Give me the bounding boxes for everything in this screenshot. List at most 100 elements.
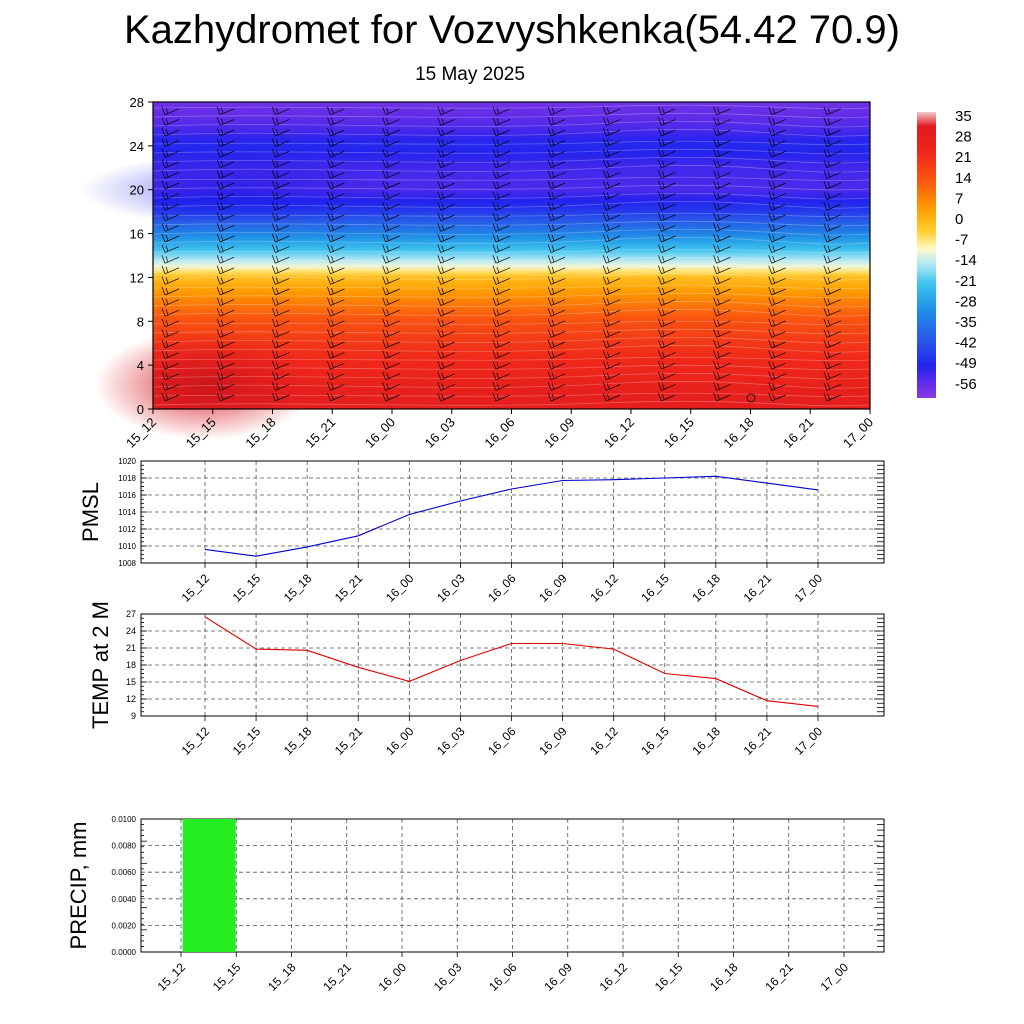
wind-barb-flag <box>827 128 831 136</box>
wind-barb-flag <box>827 107 831 114</box>
wind-barb <box>826 225 841 232</box>
contour-line <box>152 381 871 389</box>
wind-barb-flag <box>331 245 334 252</box>
wind-barb-flag <box>606 319 610 326</box>
wind-barb-flag <box>768 244 773 253</box>
wind-barb <box>771 172 786 179</box>
wind-barb <box>440 256 455 264</box>
wind-barb <box>771 309 786 317</box>
x-tick-label: 16_09 <box>541 415 577 451</box>
wind-barb-flag <box>161 286 166 296</box>
wind-barb-flag <box>386 287 389 295</box>
wind-barb-flag <box>551 192 555 199</box>
wind-barb-flag <box>216 255 221 264</box>
y-tick-label: 24 <box>126 626 136 636</box>
wind-barb-flag <box>717 309 720 316</box>
wind-barb-flag <box>275 160 279 167</box>
wind-barb-flag <box>331 213 334 220</box>
wind-barb-flag <box>606 266 610 273</box>
wind-barb-flag <box>768 361 773 370</box>
wind-barb-flag <box>441 383 445 390</box>
wind-barb-flag <box>827 256 831 263</box>
x-tick-label: 16_09 <box>536 571 570 605</box>
wind-barb-flag <box>606 139 610 146</box>
wind-barb-flag <box>216 212 221 221</box>
wind-barb-flag <box>271 106 276 115</box>
wind-barb <box>330 150 345 158</box>
wind-barb <box>550 309 566 317</box>
wind-barb-flag <box>662 256 665 263</box>
x-tick-label: 15_15 <box>210 960 244 994</box>
wind-barb <box>440 108 455 116</box>
wind-barb-flag <box>662 298 665 305</box>
wind-barb-flag <box>551 330 555 337</box>
wind-barb-flag <box>496 351 500 358</box>
wind-barb <box>495 341 511 349</box>
wind-barb-flag <box>165 309 169 316</box>
wind-barb <box>826 278 841 285</box>
wind-barb-flag <box>658 255 662 264</box>
wind-barb-flag <box>713 244 717 253</box>
wind-barb-flag <box>606 128 610 136</box>
wind-barb-flag <box>331 107 334 114</box>
x-tick-label: 17_00 <box>792 571 826 605</box>
wind-barb <box>771 331 786 338</box>
wind-barb-flag <box>386 150 389 157</box>
wind-barb-flag <box>161 308 166 317</box>
x-tick-label: 15_21 <box>320 960 354 994</box>
wind-barb-flag <box>496 287 500 295</box>
wind-barb <box>606 214 621 222</box>
wind-barb-flag <box>823 350 828 359</box>
wind-barb-flag <box>606 277 610 284</box>
wind-barb <box>164 309 180 317</box>
wind-barb <box>440 246 455 253</box>
wind-barb-flag <box>165 107 169 114</box>
wind-barb <box>275 288 290 296</box>
wind-barb-flag <box>602 191 607 200</box>
wind-barb-flag <box>327 233 331 243</box>
wind-barb-flag <box>437 286 442 296</box>
wind-barb-flag <box>382 392 386 402</box>
wind-barb-flag <box>717 266 720 273</box>
wind-barb-flag <box>275 192 279 199</box>
wind-barb <box>606 267 621 275</box>
wind-barb <box>771 246 786 253</box>
wind-barb-flag <box>492 339 497 349</box>
wind-barb-flag <box>606 150 610 157</box>
wind-barb-flag <box>275 213 279 220</box>
wind-barb-flag <box>662 171 665 178</box>
wind-barb <box>495 225 511 232</box>
wind-barb-flag <box>216 339 221 349</box>
wind-barb-flag <box>823 191 828 200</box>
wind-barb-flag <box>551 171 555 178</box>
wind-barb <box>661 235 676 243</box>
wind-barb-flag <box>437 149 442 158</box>
wind-barb-flag <box>437 392 442 402</box>
wind-barb-flag <box>386 277 389 284</box>
wind-barb-flag <box>827 277 831 284</box>
wind-barb-flag <box>386 351 389 358</box>
wind-barb-flag <box>772 171 776 178</box>
wind-barb <box>771 150 786 158</box>
wind-barb <box>330 341 345 349</box>
wind-barb-flag <box>551 383 555 390</box>
wind-barb-flag <box>331 393 334 401</box>
wind-barb-flag <box>602 361 607 370</box>
wind-barb <box>330 129 345 137</box>
contour-line <box>152 284 871 290</box>
x-tick-label: 16_12 <box>601 415 637 451</box>
wind-barb-flag <box>492 127 497 137</box>
wind-barb-flag <box>827 383 831 390</box>
wind-barb <box>275 341 290 349</box>
wind-barb-flag <box>547 202 552 211</box>
wind-barb-flag <box>492 308 497 317</box>
wind-barb <box>716 161 731 169</box>
wind-barb-flag <box>713 180 717 190</box>
x-tick-label: 16_21 <box>741 571 775 605</box>
wind-barb <box>385 384 400 391</box>
precip-bar <box>182 819 236 952</box>
wind-barb <box>826 161 841 169</box>
wind-barb-flag <box>165 160 169 167</box>
wind-barb-flag <box>551 213 555 220</box>
wind-barb-flag <box>271 329 276 338</box>
